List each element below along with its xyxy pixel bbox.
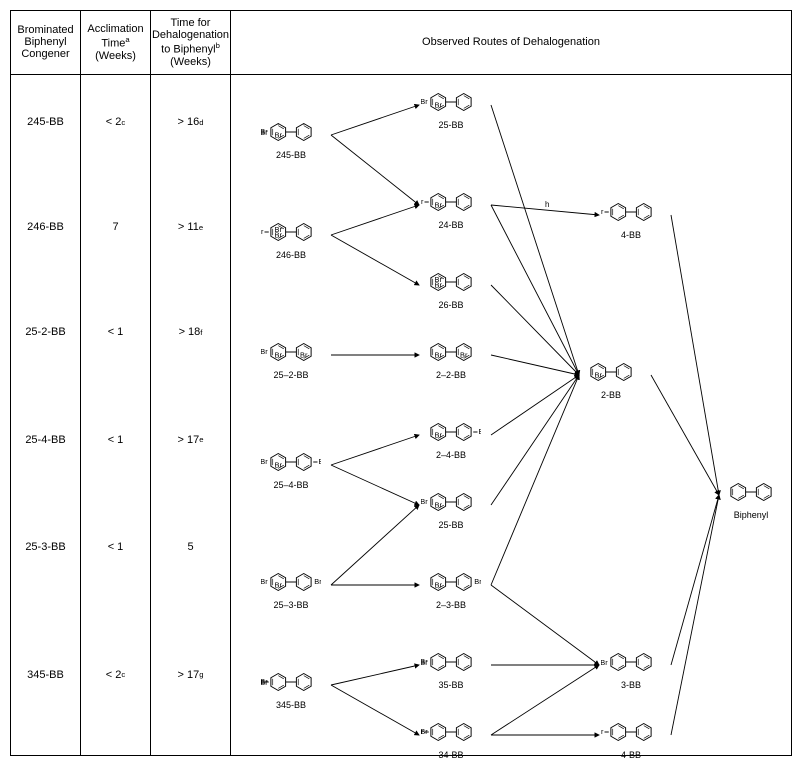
table-cell: 345-BB (11, 595, 81, 755)
table-cell: < 1 (81, 285, 151, 380)
structure-25-2-bb: BrBrBr25–2-BB (261, 335, 321, 380)
svg-text:Br: Br (261, 677, 268, 686)
table-cell: 246-BB (11, 170, 81, 285)
table-cell: < 2c (81, 595, 151, 755)
structure-2-bb: Br2-BB (581, 355, 641, 400)
svg-text:Br: Br (275, 580, 283, 589)
header-acclimation: Acclimation Timea (Weeks) (81, 11, 151, 74)
structure-4-bb-a: Br4-BB (601, 195, 661, 240)
structure-biphenyl: Biphenyl (721, 475, 781, 520)
svg-text:Br: Br (435, 350, 443, 359)
svg-text:Br: Br (435, 275, 443, 284)
table-cell: 7 (81, 170, 151, 285)
svg-text:h: h (545, 200, 549, 209)
svg-text:Br: Br (421, 197, 424, 206)
table-cell: 245-BB (11, 75, 81, 170)
table-body: 245-BB< 2c> 16d246-BB7> 11e25-2-BB< 1> 1… (11, 75, 791, 755)
svg-text:Br: Br (421, 497, 428, 506)
svg-text:Br: Br (314, 577, 321, 586)
structure-26-bb: BrBr26-BB (421, 265, 481, 310)
svg-text:Br: Br (261, 347, 268, 356)
structure-3-bb: Br3-BB (601, 645, 661, 690)
structure-246-bb: BrBrBr246-BB (261, 215, 321, 260)
svg-text:Br: Br (261, 577, 268, 586)
svg-text:Br: Br (435, 500, 443, 509)
table-cell: > 17g (151, 595, 231, 755)
table-cell: 25-2-BB (11, 285, 81, 380)
svg-text:Br: Br (595, 370, 603, 379)
table-cell: < 1 (81, 500, 151, 595)
structure-34-bb: BrBr34-BB (421, 715, 481, 760)
svg-text:Br: Br (435, 580, 443, 589)
header-congener: Brominated Biphenyl Congener (11, 11, 81, 74)
table-cell: 25-3-BB (11, 500, 81, 595)
svg-text:Br: Br (435, 200, 443, 209)
svg-text:Br: Br (460, 350, 468, 359)
structure-2-4-bb: BrBr2–4-BB (421, 415, 481, 460)
svg-text:Br: Br (435, 100, 443, 109)
left-columns: 245-BB< 2c> 16d246-BB7> 11e25-2-BB< 1> 1… (11, 75, 231, 755)
svg-text:Br: Br (435, 430, 443, 439)
structure-2-3-bb: BrBr2–3-BB (421, 565, 481, 610)
svg-text:Br: Br (601, 207, 604, 216)
structure-25-4-bb: BrBrBr25–4-BB (261, 445, 321, 490)
svg-text:Br: Br (300, 350, 308, 359)
structure-25-3-bb: BrBrBr25–3-BB (261, 565, 321, 610)
svg-text:Br: Br (601, 658, 608, 667)
svg-text:Br: Br (275, 460, 283, 469)
structure-25-bb-b: BrBr25-BB (421, 485, 481, 530)
svg-text:Br: Br (275, 225, 283, 234)
header-row: Brominated Biphenyl Congener Acclimation… (11, 11, 791, 75)
table-cell: > 17e (151, 380, 231, 500)
table-cell: > 11e (151, 170, 231, 285)
structure-245-bb: BrBrBr245-BB (261, 115, 321, 160)
arrow-layer: h (231, 75, 791, 755)
table-cell: 25-4-BB (11, 380, 81, 500)
svg-text:Br: Br (421, 657, 428, 666)
svg-text:Br: Br (275, 130, 283, 139)
header-dehalogenation: Time for Dehalogenation to Biphenylb (We… (151, 11, 231, 74)
svg-text:Br: Br (275, 350, 283, 359)
structure-35-bb: BrBr35-BB (421, 645, 481, 690)
dehalogenation-table: Brominated Biphenyl Congener Acclimation… (10, 10, 792, 756)
structure-25-bb-a: BrBr25-BB (421, 85, 481, 130)
dehalogenation-diagram: h BrBrBr245-BBBrBrBr246-BBBrBrBr25–2-BBB… (231, 75, 791, 755)
svg-text:Br: Br (261, 227, 264, 236)
structure-2-2-bb: BrBr2–2-BB (421, 335, 481, 380)
svg-text:Br: Br (474, 577, 481, 586)
svg-text:Br: Br (261, 457, 268, 466)
table-cell: 5 (151, 500, 231, 595)
structure-345-bb: BrBrBr345-BB (261, 665, 321, 710)
svg-text:Br: Br (601, 727, 604, 736)
structure-24-bb: BrBr24-BB (421, 185, 481, 230)
svg-text:Br: Br (479, 427, 481, 436)
svg-text:Br: Br (261, 128, 268, 137)
table-cell: > 18f (151, 285, 231, 380)
structure-4-bb-b: Br4-BB (601, 715, 661, 760)
table-cell: > 16d (151, 75, 231, 170)
table-cell: < 2c (81, 75, 151, 170)
svg-text:Br: Br (319, 457, 321, 466)
table-cell: < 1 (81, 380, 151, 500)
header-routes: Observed Routes of Dehalogenation (231, 11, 791, 74)
svg-text:Br: Br (421, 97, 428, 106)
